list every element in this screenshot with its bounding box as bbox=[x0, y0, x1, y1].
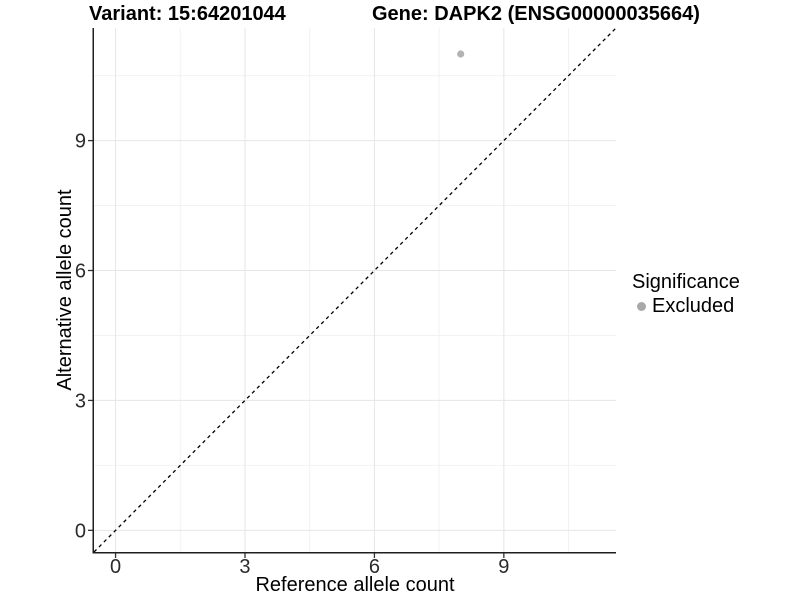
gene-title: Gene: DAPK2 (ENSG00000035664) bbox=[372, 3, 700, 25]
data-point bbox=[457, 50, 465, 58]
y-axis-title: Alternative allele count bbox=[54, 189, 76, 391]
y-tick-label: 9 bbox=[75, 131, 86, 153]
legend-marker-circle-icon bbox=[637, 302, 646, 311]
x-tick-label: 6 bbox=[369, 556, 380, 578]
legend-title: Significance bbox=[632, 271, 740, 293]
x-tick-label: 0 bbox=[110, 556, 121, 578]
x-axis-title: Reference allele count bbox=[255, 574, 455, 596]
y-tick-label: 0 bbox=[75, 520, 86, 542]
legend: Significance Excluded bbox=[632, 271, 740, 318]
legend-item-excluded: Excluded bbox=[632, 295, 740, 318]
variant-title: Variant: 15:64201044 bbox=[89, 3, 286, 25]
y-tick-label: 3 bbox=[75, 390, 86, 412]
x-tick-label: 9 bbox=[498, 556, 509, 578]
y-tick-label: 6 bbox=[75, 261, 86, 283]
x-tick-label: 3 bbox=[239, 556, 250, 578]
identity-dashed-line bbox=[93, 27, 617, 553]
legend-item-label: Excluded bbox=[652, 295, 735, 317]
